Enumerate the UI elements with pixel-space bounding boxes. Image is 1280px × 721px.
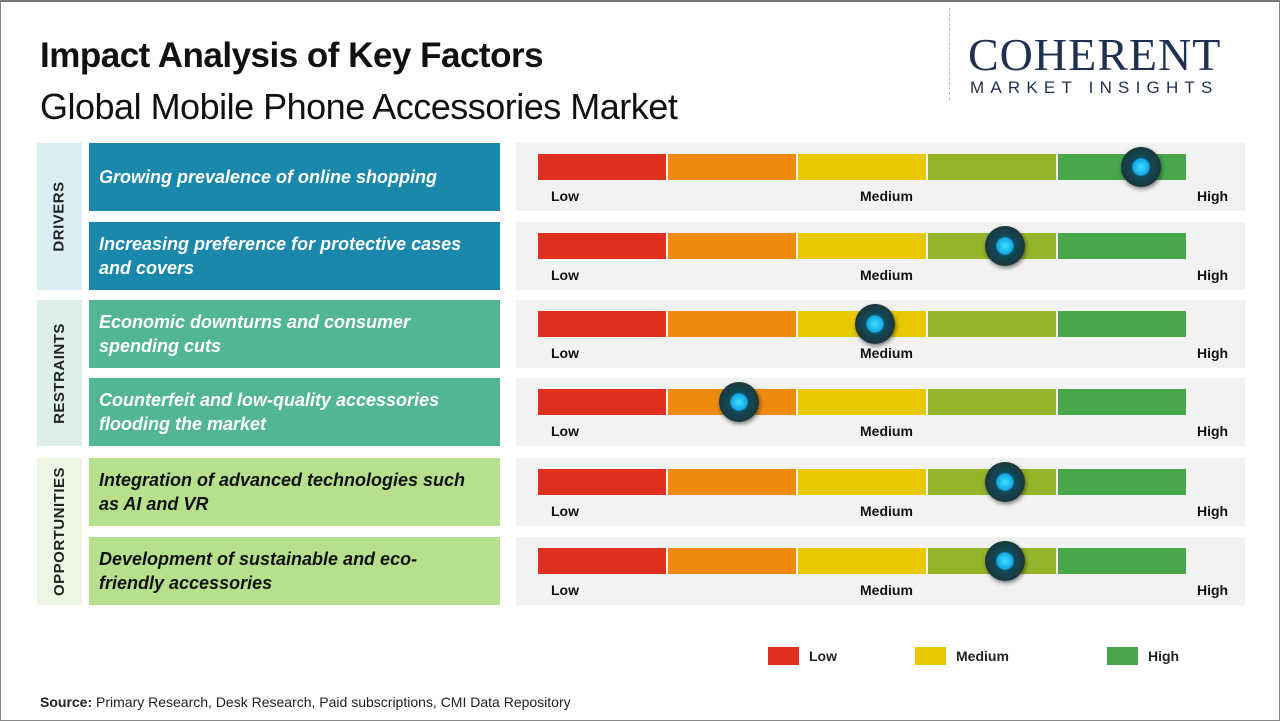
category-label: RESTRAINTS (51, 322, 68, 424)
legend-label: Medium (956, 648, 1009, 664)
scale-label-low: Low (551, 423, 579, 439)
gauge-bar (538, 154, 1186, 180)
gauge-segment (928, 311, 1058, 337)
scale-label-medium: Medium (860, 503, 913, 519)
scale-label-low: Low (551, 267, 579, 283)
scale-label-high: High (1197, 267, 1229, 283)
gauge-segment (538, 469, 668, 495)
source-note: Source: Primary Research, Desk Research,… (40, 694, 571, 710)
page-subtitle: Global Mobile Phone Accessories Market (40, 86, 678, 127)
impact-marker (984, 541, 1025, 581)
source-text: Primary Research, Desk Research, Paid su… (92, 694, 571, 710)
gauge-segment (538, 548, 668, 574)
scale-label-low: Low (551, 503, 579, 519)
gauge-segment (668, 311, 798, 337)
logo-tagline: MARKET INSIGHTS (970, 78, 1219, 97)
scale-label-low: Low (551, 345, 579, 361)
divider (949, 8, 950, 100)
legend-label: Low (809, 648, 837, 664)
gauge-segment (668, 548, 798, 574)
gauge-segment (798, 233, 928, 259)
legend-label: High (1148, 648, 1180, 664)
scale-label-medium: Medium (860, 423, 913, 439)
gauge-segment (928, 389, 1058, 415)
impact-gauge: Low Medium High (516, 222, 1245, 290)
scale-label-medium: Medium (860, 582, 913, 598)
scale-label-medium: Medium (860, 345, 913, 361)
factor-label: Integration of advanced technologies suc… (89, 458, 500, 526)
scale-label-medium: Medium (860, 267, 913, 283)
gauge-bar (538, 389, 1186, 415)
scale-label-high: High (1197, 345, 1229, 361)
gauge-segment (1058, 233, 1186, 259)
gauge-segment (1058, 311, 1186, 337)
impact-marker (984, 462, 1025, 502)
factor-label: Development of sustainable and eco-frien… (89, 537, 500, 605)
gauge-bar (538, 233, 1186, 259)
category-label: OPPORTUNITIES (51, 466, 69, 597)
legend-medium: Medium (915, 647, 1009, 665)
scale-label-high: High (1197, 423, 1229, 439)
gauge-segment (1058, 548, 1186, 574)
factor-label: Counterfeit and low-quality accessories … (89, 378, 500, 446)
gauge-segment (538, 311, 668, 337)
scale-label-medium: Medium (860, 188, 913, 204)
legend-high: High (1107, 647, 1179, 665)
category-drivers: DRIVERS (37, 143, 82, 290)
page-title: Impact Analysis of Key Factors (40, 36, 544, 75)
gauge-segment (798, 389, 928, 415)
factor-label: Economic downturns and consumer spending… (89, 300, 500, 368)
impact-gauge: Low Medium High (516, 143, 1245, 211)
gauge-segment (538, 233, 668, 259)
gauge-segment (1058, 389, 1186, 415)
impact-gauge: Low Medium High (516, 537, 1245, 605)
logo: COHERENT (968, 29, 1222, 80)
gauge-segment (538, 154, 668, 180)
impact-marker (984, 226, 1025, 266)
gauge-segment (798, 548, 928, 574)
scale-label-low: Low (551, 188, 579, 204)
category-restraints: RESTRAINTS (37, 300, 82, 446)
gauge-segment (798, 469, 928, 495)
category-opportunities: OPPORTUNITIES (37, 458, 82, 605)
scale-label-high: High (1197, 188, 1229, 204)
legend-swatch (768, 647, 799, 665)
gauge-bar (538, 548, 1186, 574)
impact-gauge: Low Medium High (516, 378, 1245, 446)
factor-label: Increasing preference for protective cas… (89, 222, 500, 290)
source-label: Source: (40, 694, 93, 710)
gauge-segment (1058, 469, 1186, 495)
impact-marker (854, 304, 895, 344)
legend-swatch (915, 647, 946, 665)
impact-gauge: Low Medium High (516, 300, 1245, 368)
scale-label-high: High (1197, 503, 1229, 519)
gauge-segment (798, 154, 928, 180)
legend-low: Low (768, 647, 837, 665)
gauge-segment (668, 233, 798, 259)
legend-swatch (1107, 647, 1138, 665)
scale-label-high: High (1197, 582, 1229, 598)
gauge-segment (668, 154, 798, 180)
gauge-bar (538, 311, 1186, 337)
gauge-segment (668, 469, 798, 495)
category-label: DRIVERS (51, 181, 68, 252)
gauge-bar (538, 469, 1186, 495)
gauge-segment (928, 154, 1058, 180)
gauge-segment (538, 389, 668, 415)
scale-label-low: Low (551, 582, 579, 598)
impact-gauge: Low Medium High (516, 458, 1245, 526)
factor-label: Growing prevalence of online shopping (89, 143, 500, 211)
impact-marker (718, 382, 759, 422)
impact-marker (1120, 147, 1161, 187)
